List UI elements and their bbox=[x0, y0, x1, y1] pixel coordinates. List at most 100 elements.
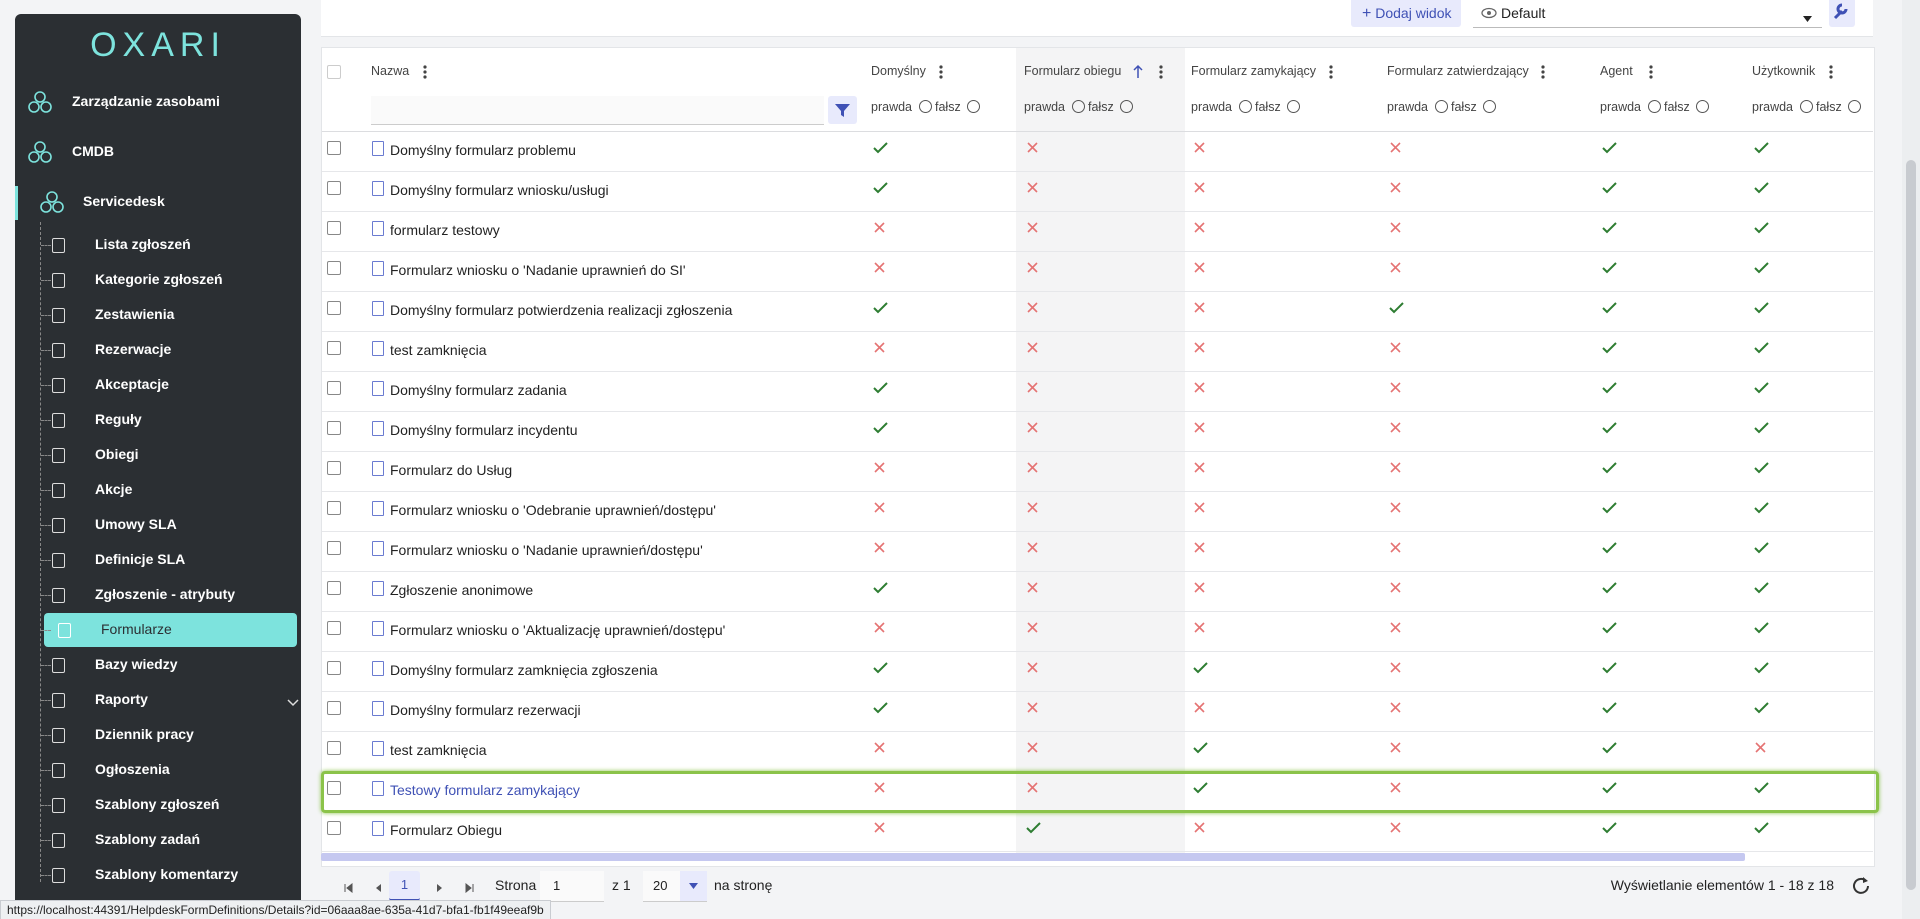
check-icon bbox=[871, 699, 889, 722]
cross-icon bbox=[1387, 379, 1405, 402]
row-name[interactable]: Domyślny formularz zamknięcia zgłoszenia bbox=[390, 662, 658, 678]
row-name[interactable]: Domyślny formularz incydentu bbox=[390, 422, 578, 438]
submenu-item[interactable]: Rezerwacje bbox=[95, 341, 172, 357]
radio[interactable] bbox=[1483, 100, 1496, 113]
row-name[interactable]: test zamknięcia bbox=[390, 742, 487, 758]
sort-arrow[interactable] bbox=[1133, 64, 1143, 84]
row-checkbox[interactable] bbox=[327, 501, 341, 515]
submenu-item[interactable]: Szablony zadań bbox=[95, 831, 201, 847]
radio[interactable] bbox=[919, 100, 932, 113]
row-checkbox[interactable] bbox=[327, 261, 341, 275]
row-checkbox[interactable] bbox=[327, 141, 341, 155]
page-input[interactable] bbox=[540, 871, 604, 902]
row-name[interactable]: Testowy formularz zamykający bbox=[390, 782, 580, 798]
row-checkbox[interactable] bbox=[327, 181, 341, 195]
submenu-item[interactable]: Definicje SLA bbox=[95, 551, 186, 567]
row-checkbox[interactable] bbox=[327, 621, 341, 635]
row-checkbox[interactable] bbox=[327, 821, 341, 835]
check-icon bbox=[1600, 139, 1618, 162]
submenu-item[interactable]: Kategorie zgłoszeń bbox=[95, 271, 223, 287]
radio[interactable] bbox=[1848, 100, 1861, 113]
menu-item[interactable]: Zarządzanie zasobami bbox=[72, 93, 220, 109]
row-name[interactable]: Formularz do Usług bbox=[390, 462, 513, 478]
submenu-item[interactable]: Ogłoszenia bbox=[95, 761, 170, 777]
row-name[interactable]: Formularz wniosku o 'Nadanie uprawnień/d… bbox=[390, 542, 703, 558]
row-name[interactable]: Formularz Obiegu bbox=[390, 822, 503, 838]
submenu-item[interactable]: Dziennik pracy bbox=[95, 726, 194, 742]
row-checkbox[interactable] bbox=[327, 461, 341, 475]
row-checkbox[interactable] bbox=[327, 701, 341, 715]
row-name[interactable]: Domyślny formularz problemu bbox=[390, 142, 576, 158]
name-filter-input[interactable] bbox=[371, 96, 824, 125]
row-name[interactable]: Domyślny formularz wniosku/usługi bbox=[390, 182, 609, 198]
submenu-item[interactable]: Reguły bbox=[95, 411, 142, 427]
row-checkbox[interactable] bbox=[327, 341, 341, 355]
tree-branch bbox=[41, 840, 51, 841]
column-menu[interactable] bbox=[422, 64, 428, 85]
radio[interactable] bbox=[1239, 100, 1252, 113]
row-checkbox[interactable] bbox=[327, 421, 341, 435]
page-nav[interactable] bbox=[435, 880, 445, 898]
row-name[interactable]: Formularz wniosku o 'Odebranie uprawnień… bbox=[390, 502, 716, 518]
submenu-item[interactable]: Akceptacje bbox=[95, 376, 169, 392]
view-select[interactable] bbox=[1473, 0, 1822, 28]
row-checkbox[interactable] bbox=[327, 741, 341, 755]
check-icon bbox=[1024, 819, 1042, 842]
row-name[interactable]: formularz testowy bbox=[390, 222, 500, 238]
page-nav[interactable] bbox=[373, 880, 383, 898]
column-menu[interactable] bbox=[938, 64, 944, 85]
submenu-item[interactable]: Akcje bbox=[95, 481, 133, 497]
row-checkbox[interactable] bbox=[327, 221, 341, 235]
header-checkbox[interactable] bbox=[327, 65, 341, 79]
current-page[interactable]: 1 bbox=[389, 871, 420, 901]
submenu-item[interactable]: Szablony zgłoszeń bbox=[95, 796, 220, 812]
column-menu[interactable] bbox=[1328, 64, 1334, 85]
per-page-caret[interactable] bbox=[680, 871, 707, 901]
row-name[interactable]: Formularz wniosku o 'Nadanie uprawnień d… bbox=[390, 262, 686, 278]
radio[interactable] bbox=[967, 100, 980, 113]
row-name[interactable]: Domyślny formularz zadania bbox=[390, 382, 567, 398]
radio[interactable] bbox=[1072, 100, 1085, 113]
radio[interactable] bbox=[1435, 100, 1448, 113]
row-checkbox[interactable] bbox=[327, 381, 341, 395]
submenu-item[interactable]: Lista zgłoszeń bbox=[95, 236, 191, 252]
row-checkbox[interactable] bbox=[327, 781, 341, 795]
column-menu[interactable] bbox=[1158, 64, 1164, 85]
submenu-item[interactable]: Zestawienia bbox=[95, 306, 175, 322]
column-menu[interactable] bbox=[1540, 64, 1546, 85]
radio[interactable] bbox=[1120, 100, 1133, 113]
column-menu[interactable] bbox=[1648, 64, 1654, 85]
filter-button[interactable] bbox=[828, 96, 857, 124]
cross-icon bbox=[1191, 499, 1209, 522]
radio[interactable] bbox=[1696, 100, 1709, 113]
add-view-label[interactable]: + Dodaj widok bbox=[1362, 5, 1452, 23]
submenu-item[interactable]: Umowy SLA bbox=[95, 516, 177, 532]
row-checkbox[interactable] bbox=[327, 541, 341, 555]
submenu-item[interactable]: Obiegi bbox=[95, 446, 139, 462]
submenu-item[interactable]: Formularze bbox=[101, 621, 172, 637]
row-name[interactable]: test zamknięcia bbox=[390, 342, 487, 358]
menu-item[interactable]: Servicedesk bbox=[83, 193, 165, 209]
row-name[interactable]: Domyślny formularz rezerwacji bbox=[390, 702, 581, 718]
submenu-item[interactable]: Zgłoszenie - atrybuty bbox=[95, 586, 236, 602]
row-checkbox[interactable] bbox=[327, 581, 341, 595]
row-checkbox[interactable] bbox=[327, 301, 341, 315]
add-view-button[interactable] bbox=[1351, 0, 1461, 27]
submenu-item[interactable]: Bazy wiedzy bbox=[95, 656, 178, 672]
menu-item[interactable]: CMDB bbox=[72, 143, 114, 159]
settings-button[interactable] bbox=[1829, 0, 1855, 27]
radio[interactable] bbox=[1648, 100, 1661, 113]
radio[interactable] bbox=[1800, 100, 1813, 113]
row-checkbox[interactable] bbox=[327, 661, 341, 675]
submenu-item[interactable]: Raporty bbox=[95, 691, 148, 707]
radio[interactable] bbox=[1287, 100, 1300, 113]
submenu-item[interactable]: Szablony komentarzy bbox=[95, 866, 239, 882]
refresh-button[interactable] bbox=[1852, 876, 1870, 899]
column-menu[interactable] bbox=[1828, 64, 1834, 85]
row-name[interactable]: Formularz wniosku o 'Aktualizację uprawn… bbox=[390, 622, 726, 638]
page-nav[interactable] bbox=[465, 880, 475, 898]
row-name[interactable]: Zgłoszenie anonimowe bbox=[390, 582, 534, 598]
page-nav[interactable] bbox=[343, 880, 353, 898]
row-name[interactable]: Domyślny formularz potwierdzenia realiza… bbox=[390, 302, 733, 318]
expand-arrow[interactable] bbox=[287, 694, 299, 712]
